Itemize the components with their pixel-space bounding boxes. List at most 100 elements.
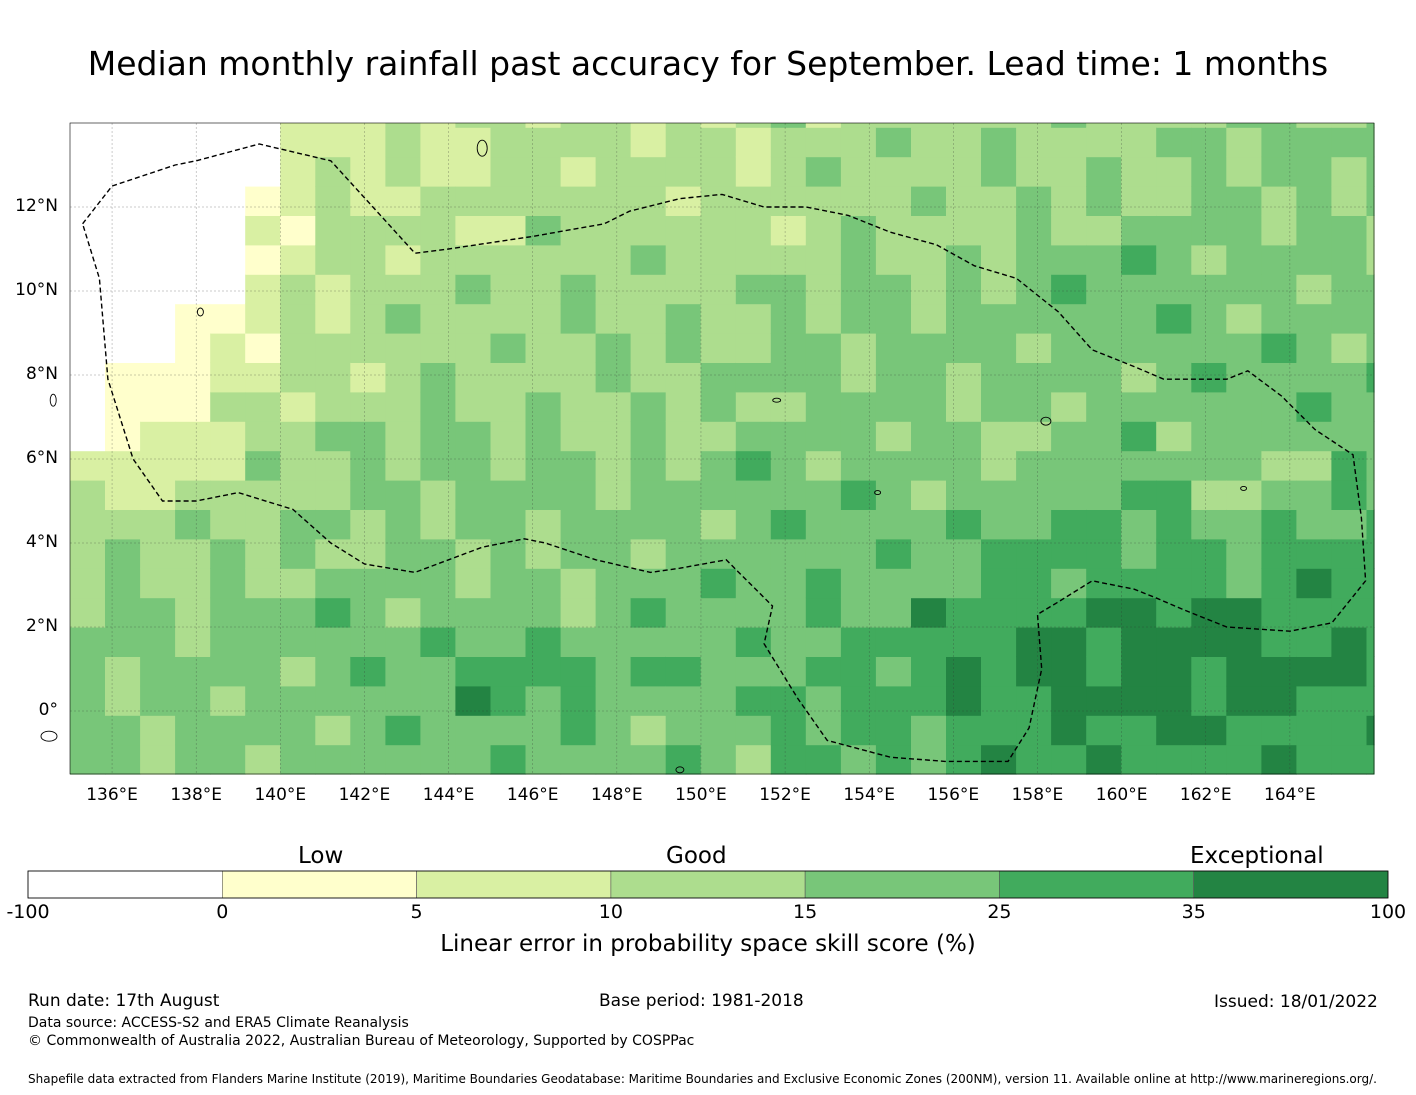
skill-cell: [1051, 303, 1087, 334]
skill-cell: [1296, 127, 1332, 158]
skill-cell: [840, 156, 877, 187]
skill-cell: [280, 123, 316, 128]
skill-cell: [560, 274, 597, 305]
skill-cell: [840, 627, 877, 657]
skill-cell: [1226, 215, 1262, 246]
skill-cell: [1226, 450, 1262, 481]
skill-cell: [455, 244, 491, 275]
skill-cell: [1121, 303, 1157, 334]
skill-cell: [735, 715, 772, 746]
skill-cell: [630, 627, 667, 657]
skill-cell: [175, 303, 211, 334]
skill-cell: [1261, 274, 1297, 305]
skill-cell: [911, 127, 947, 158]
skill-cell: [770, 685, 807, 716]
skill-cell: [665, 627, 702, 657]
skill-cell: [105, 450, 141, 481]
skill-cell: [981, 274, 1017, 305]
lon-tick-label: 164°E: [1264, 785, 1316, 805]
skill-cell: [210, 215, 246, 246]
skill-cell: [210, 274, 246, 305]
skill-cell: [1331, 421, 1367, 452]
skill-cell: [105, 568, 141, 599]
skill-cell: [946, 362, 982, 393]
skill-cell: [1261, 186, 1297, 216]
island-outline: [1240, 485, 1248, 491]
skill-cell: [1051, 123, 1087, 128]
skill-cell: [665, 450, 702, 481]
skill-cell: [770, 303, 807, 334]
skill-cell: [1121, 362, 1157, 393]
skill-cell: [1086, 656, 1122, 687]
skill-cell: [385, 450, 421, 481]
skill-cell: [735, 538, 772, 569]
skill-cell: [735, 274, 772, 305]
skill-cell: [735, 627, 772, 657]
skill-cell: [981, 123, 1017, 128]
skill-cell: [1366, 303, 1375, 334]
skill-cell: [1051, 362, 1087, 393]
skill-cell: [315, 421, 351, 452]
skill-cell: [70, 568, 106, 599]
skill-cell: [1051, 333, 1087, 363]
skill-cell: [1156, 156, 1192, 187]
skill-cell: [210, 597, 246, 628]
skill-cell: [525, 450, 562, 481]
skill-cell: [981, 156, 1017, 187]
skill-cell: [595, 127, 632, 158]
skill-cell: [1121, 123, 1157, 128]
skill-cell: [105, 215, 141, 246]
skill-cell: [1366, 362, 1375, 393]
skill-cell: [210, 421, 246, 452]
skill-cell: [1261, 421, 1297, 452]
skill-cell: [1226, 186, 1262, 216]
skill-cell: [175, 480, 211, 510]
skill-cell: [70, 538, 106, 569]
skill-cell: [875, 303, 912, 334]
skill-cell: [280, 362, 316, 393]
skill-cell: [1261, 715, 1297, 746]
skill-cell: [280, 744, 316, 775]
skill-cell: [140, 244, 176, 275]
island-outline: [874, 490, 882, 496]
skill-cell: [805, 421, 842, 452]
skill-cell: [665, 391, 702, 422]
skill-cell: [1226, 391, 1262, 422]
skill-cell: [1016, 186, 1052, 216]
skill-cell: [946, 480, 982, 510]
skill-cell: [420, 215, 456, 246]
skill-cell: [1086, 627, 1122, 657]
skill-cell: [735, 568, 772, 599]
skill-cell: [1296, 123, 1332, 128]
skill-cell: [350, 715, 386, 746]
skill-cell: [420, 127, 456, 158]
skill-cell: [420, 274, 456, 305]
skill-cell: [105, 303, 141, 334]
skill-cell: [735, 685, 772, 716]
skill-cell: [1331, 127, 1367, 158]
skill-cell: [911, 480, 947, 510]
lat-tick-label: 8°N: [25, 364, 58, 384]
skill-cell: [1156, 391, 1192, 422]
skill-cell: [210, 391, 246, 422]
skill-cell: [1191, 156, 1227, 187]
skill-cell: [595, 656, 632, 687]
skill-cell: [805, 215, 842, 246]
skill-cell: [455, 744, 491, 775]
skill-cell: [911, 186, 947, 216]
skill-cell: [210, 303, 246, 334]
skill-cell: [525, 123, 562, 128]
skill-cell: [455, 538, 491, 569]
skill-cell: [911, 244, 947, 275]
skill-cell: [700, 421, 737, 452]
skill-cell: [245, 656, 281, 687]
skill-cell: [455, 156, 491, 187]
skill-cell: [630, 186, 667, 216]
skill-cell: [1331, 597, 1367, 628]
skill-cell: [840, 123, 877, 128]
skill-cell: [840, 715, 877, 746]
skill-cell: [420, 597, 456, 628]
skill-cell: [1051, 156, 1087, 187]
skill-cell: [245, 480, 281, 510]
